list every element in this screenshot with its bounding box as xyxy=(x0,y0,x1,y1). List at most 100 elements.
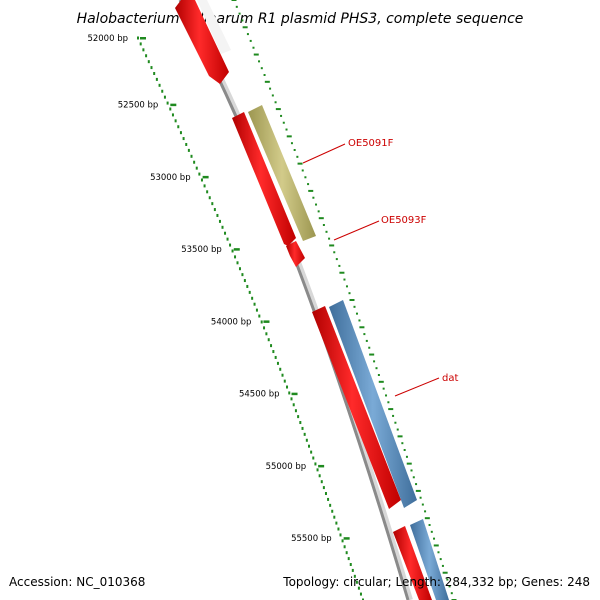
ruler-dot xyxy=(274,355,277,359)
label-leader xyxy=(333,220,380,241)
ruler-dot xyxy=(279,367,282,371)
ruler-dot xyxy=(307,183,310,186)
ruler-dot xyxy=(258,60,261,63)
label-leader xyxy=(302,143,346,164)
ruler-dot xyxy=(267,338,270,342)
ruler-dot xyxy=(433,537,436,540)
ruler-dot xyxy=(301,169,304,172)
ruler-dot xyxy=(373,360,376,363)
ruler-dot xyxy=(260,67,263,70)
ruler-dot xyxy=(281,373,284,377)
ruler-dot xyxy=(410,469,413,472)
feature-track xyxy=(175,0,449,600)
ruler-dot xyxy=(401,442,404,445)
cds-arrow-OE5093F[interactable] xyxy=(286,241,305,267)
ruler-dot xyxy=(286,135,292,138)
ruler-dot xyxy=(297,415,300,419)
ruler-dot xyxy=(339,533,342,537)
ruler-dot xyxy=(137,36,139,40)
gene-OE5091F[interactable] xyxy=(248,105,316,241)
gene-white xyxy=(197,0,231,54)
ruler-dot xyxy=(349,563,352,567)
ruler-dot xyxy=(155,77,158,81)
ruler-dot xyxy=(200,178,203,182)
ruler-dot xyxy=(335,521,338,525)
ruler-dot xyxy=(301,426,304,430)
ruler-dot xyxy=(235,5,238,8)
ruler-dot xyxy=(145,54,148,58)
ruler-dot xyxy=(153,71,156,75)
ruler-dot xyxy=(150,66,153,70)
ruler-dot xyxy=(224,231,227,235)
ruler-tick xyxy=(291,392,298,396)
ruler-dot xyxy=(324,492,327,496)
ruler-dot xyxy=(198,172,201,176)
ruler-dot xyxy=(263,74,266,76)
ruler-tick-label: 54000 bp xyxy=(211,317,252,327)
ruler-dot xyxy=(450,592,453,595)
ruler-tick-label: 55500 bp xyxy=(291,534,332,544)
ruler-dot xyxy=(158,83,161,87)
ruler-dot xyxy=(258,314,261,318)
ruler-dot xyxy=(328,237,331,240)
accession-text: Accession: NC_010368 xyxy=(9,575,145,589)
ruler-tick-label: 53500 bp xyxy=(181,245,222,255)
ruler-dot xyxy=(241,19,244,22)
ruler-dot xyxy=(312,196,315,199)
label-dat[interactable]: dat xyxy=(442,373,458,384)
cds-arrow[interactable] xyxy=(232,112,296,246)
ruler-dot xyxy=(285,128,288,131)
backbone xyxy=(178,0,410,600)
ruler-dot xyxy=(187,148,190,152)
ruler-dot xyxy=(166,101,169,105)
ruler-tick-label: 55000 bp xyxy=(266,462,307,472)
ruler-dot xyxy=(331,509,334,513)
ruler-tick xyxy=(343,537,350,540)
ruler-tick xyxy=(318,464,325,468)
ruler-dot xyxy=(353,305,356,308)
label-OE5093F[interactable]: OE5093F xyxy=(381,215,427,226)
ruler-dot xyxy=(325,230,328,233)
ruler-dot xyxy=(382,387,385,390)
gene-dat[interactable] xyxy=(329,300,417,508)
label-OE5091F[interactable]: OE5091F xyxy=(348,138,394,149)
ruler-dot xyxy=(251,296,254,300)
ruler-dot xyxy=(274,101,277,104)
ruler-dot xyxy=(359,326,365,329)
ruler-tick xyxy=(170,103,177,107)
ruler-dot xyxy=(405,455,408,458)
ruler-dot xyxy=(308,189,314,192)
cds-arrow[interactable] xyxy=(393,526,432,600)
ruler-dot xyxy=(441,564,444,567)
ruler-dot xyxy=(363,333,366,336)
ruler-dot xyxy=(412,476,415,479)
ruler-dot xyxy=(355,580,358,584)
ruler-dot xyxy=(310,450,313,454)
ruler-dot xyxy=(317,210,320,213)
ruler: 52000 bp 52500 bp 53000 bp 53500 bp 54000 bp… xyxy=(87,34,350,544)
ruler-dot xyxy=(246,33,249,36)
ruler-dot xyxy=(290,397,293,401)
ruler-dot xyxy=(359,592,362,596)
ruler-dot xyxy=(211,202,214,206)
cds-arrow[interactable] xyxy=(312,306,401,509)
ruler-dot xyxy=(365,339,368,342)
gene-blue[interactable] xyxy=(410,519,449,600)
ruler-dot xyxy=(283,379,286,383)
ruler-dot xyxy=(229,243,232,247)
ruler-dot xyxy=(296,155,299,158)
ruler-dot xyxy=(347,557,350,561)
ruler-dot xyxy=(419,496,422,499)
cds-arrow[interactable] xyxy=(175,0,229,84)
ruler-dot xyxy=(171,113,174,117)
ruler-dot xyxy=(345,551,348,555)
ruler-dot xyxy=(403,449,406,451)
ruler-dot xyxy=(345,285,348,288)
ruler-dot xyxy=(255,308,258,312)
ruler-dot xyxy=(343,545,346,549)
ruler-dot xyxy=(448,585,451,588)
ruler-dot xyxy=(424,517,430,520)
ruler-dot xyxy=(388,408,394,411)
ruler-dot xyxy=(343,278,346,281)
